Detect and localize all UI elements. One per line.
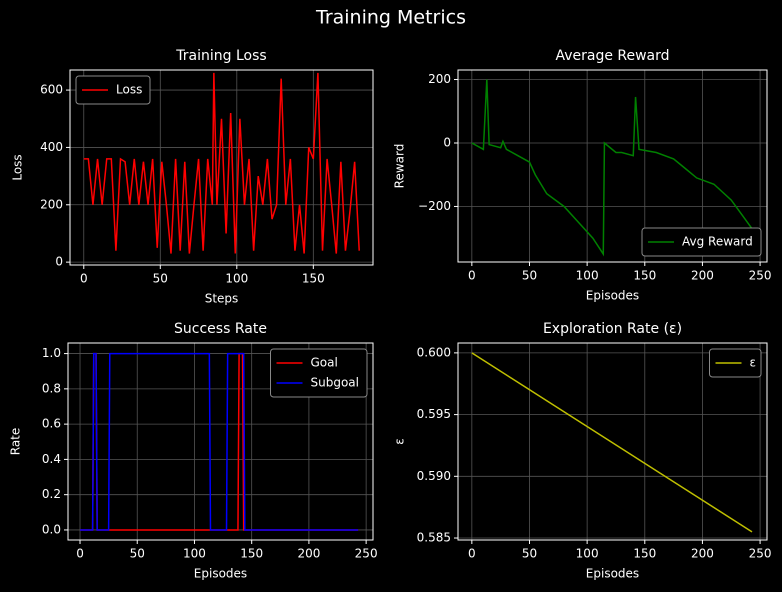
y-axis-label: ε	[393, 438, 407, 445]
plot-frame	[67, 342, 374, 541]
x-tick-label: 100	[576, 547, 599, 561]
plot-frame	[69, 69, 374, 266]
subplot-title: Success Rate	[174, 321, 267, 337]
x-tick-label: 100	[183, 547, 206, 561]
x-tick-label: 50	[522, 547, 537, 561]
subplot-title: Training Loss	[175, 48, 266, 64]
legend-label: Loss	[116, 83, 142, 97]
legend-label: Subgoal	[311, 376, 360, 390]
data-line	[471, 79, 753, 257]
x-tick-label: 200	[297, 547, 320, 561]
y-tick-label: 0.595	[417, 407, 451, 421]
x-axis-label: Episodes	[586, 289, 639, 303]
y-tick-label: 0.585	[417, 531, 451, 545]
y-tick-label: 600	[40, 83, 63, 97]
y-tick-label: 200	[428, 72, 451, 86]
plot-frame	[457, 69, 768, 263]
x-tick-label: 250	[749, 269, 772, 283]
x-tick-label: 250	[749, 547, 772, 561]
x-tick-label: 150	[633, 269, 656, 283]
x-axis-label: Episodes	[194, 567, 247, 581]
y-tick-label: −200	[418, 199, 451, 213]
data-line	[471, 352, 753, 533]
y-axis-label: Reward	[393, 144, 407, 189]
data-line	[80, 352, 359, 531]
legend-label: Goal	[311, 356, 338, 370]
x-tick-label: 50	[130, 547, 145, 561]
subplot-title: Exploration Rate (ε)	[543, 321, 682, 337]
y-tick-label: 0.0	[42, 522, 61, 536]
y-tick-label: 200	[40, 197, 63, 211]
x-tick-label: 150	[633, 547, 656, 561]
x-tick-label: 150	[302, 272, 325, 286]
x-tick-label: 0	[80, 272, 88, 286]
subplot-title: Average Reward	[555, 48, 669, 64]
x-axis-label: Episodes	[586, 567, 639, 581]
x-tick-label: 0	[76, 547, 84, 561]
x-tick-label: 250	[355, 547, 378, 561]
y-tick-label: 0.590	[417, 469, 451, 483]
x-axis-label: Steps	[205, 292, 239, 306]
y-tick-label: 0.600	[417, 345, 451, 359]
legend-box	[270, 348, 368, 398]
y-tick-label: 0.8	[42, 381, 61, 395]
y-tick-label: 0.2	[42, 487, 61, 501]
y-axis-label: Rate	[9, 428, 23, 456]
x-tick-label: 150	[240, 547, 263, 561]
y-tick-label: 0.6	[42, 417, 61, 431]
legend-label: ε	[750, 356, 757, 370]
y-tick-label: 400	[40, 140, 63, 154]
figure-title: Training Metrics	[315, 7, 466, 29]
x-tick-label: 0	[468, 547, 476, 561]
y-tick-label: 0	[443, 135, 451, 149]
x-tick-label: 0	[468, 269, 476, 283]
x-tick-label: 200	[691, 547, 714, 561]
x-tick-label: 50	[153, 272, 168, 286]
x-tick-label: 200	[691, 269, 714, 283]
legend-box	[641, 227, 762, 257]
y-tick-label: 1.0	[42, 346, 61, 360]
legend-label: Avg Reward	[682, 235, 753, 249]
y-tick-label: 0.4	[42, 452, 61, 466]
data-line	[83, 72, 360, 254]
x-tick-label: 50	[522, 269, 537, 283]
x-tick-label: 100	[225, 272, 248, 286]
legend-box	[75, 75, 151, 105]
y-tick-label: 0	[55, 255, 63, 269]
x-tick-label: 100	[576, 269, 599, 283]
plot-frame	[457, 342, 768, 541]
y-axis-label: Loss	[11, 154, 25, 180]
